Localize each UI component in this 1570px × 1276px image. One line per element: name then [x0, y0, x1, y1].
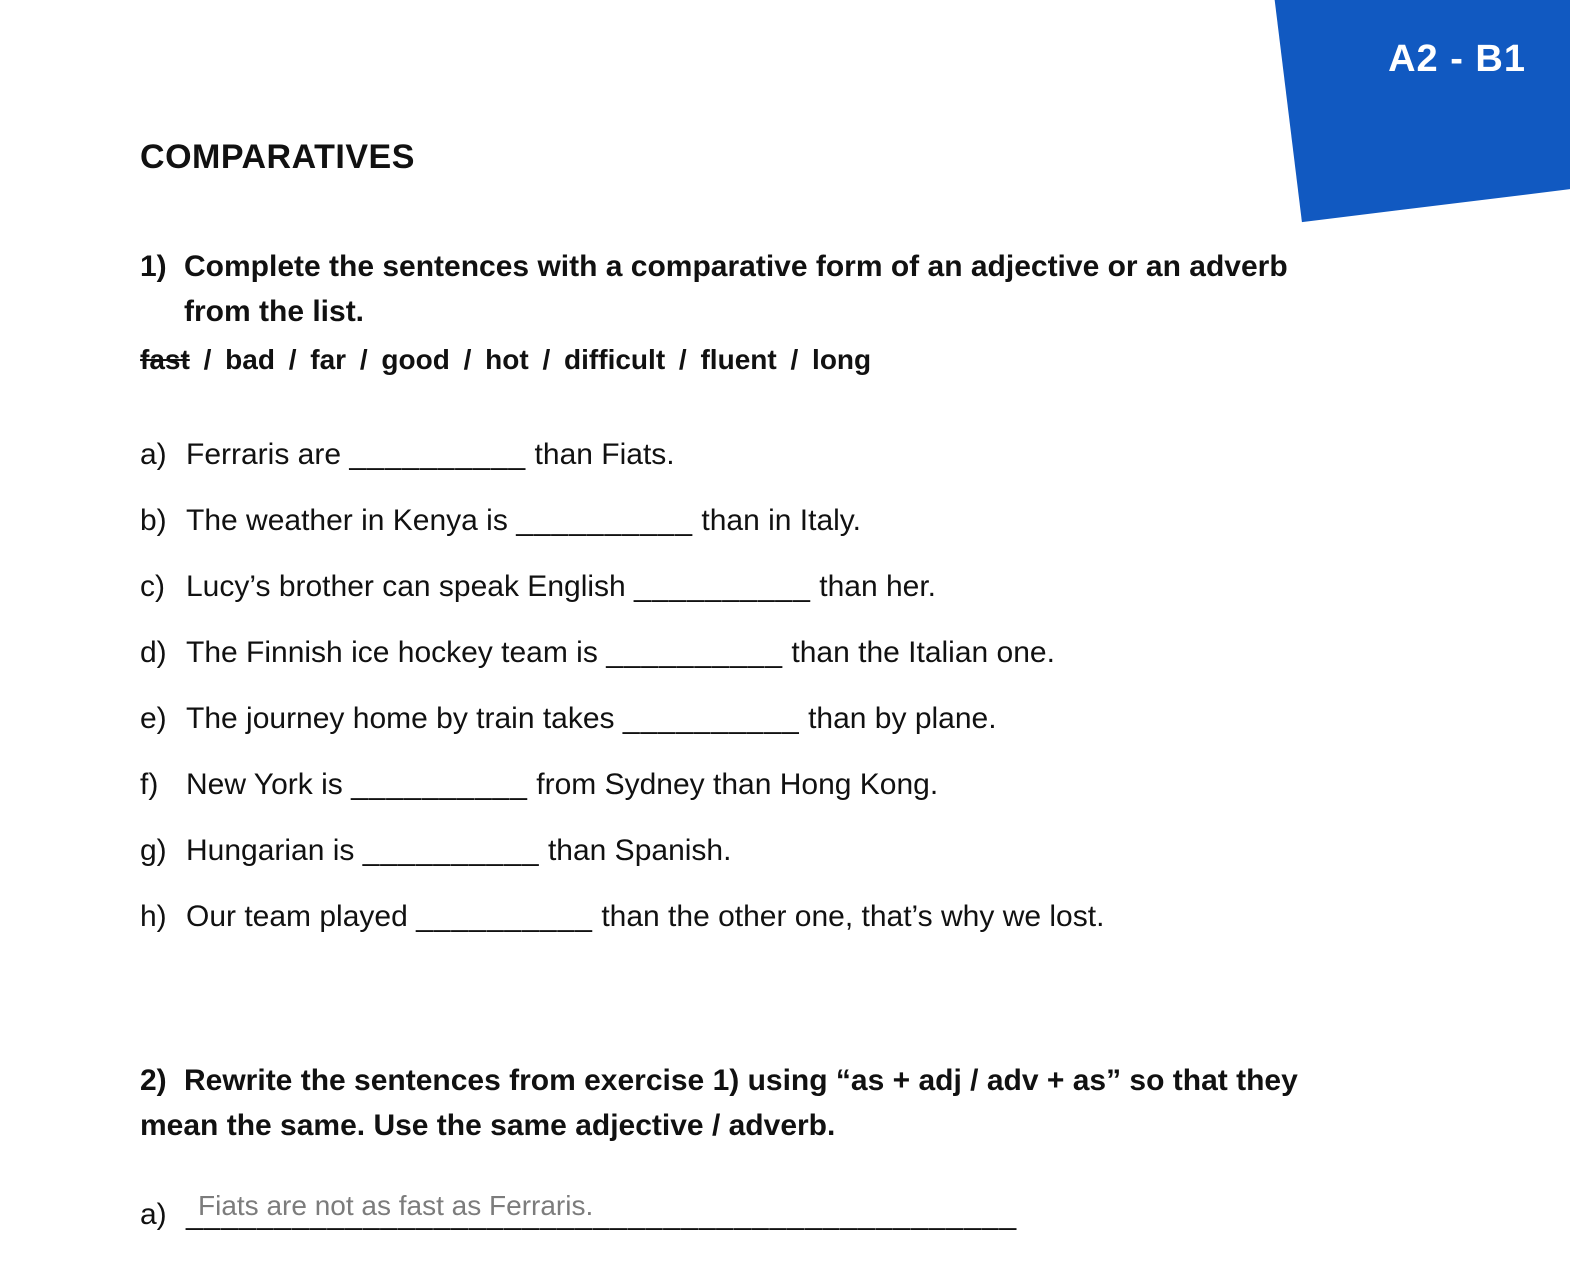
level-badge-text: A2 - B1 [1388, 38, 1526, 81]
item-letter: f) [140, 764, 186, 806]
title-rest: OMPARATIVES [165, 138, 415, 176]
item-blank: __________ [623, 702, 800, 735]
item-after: than in Italy. [693, 504, 861, 537]
item-before: Lucy’s brother can speak English [186, 570, 634, 603]
item-blank: __________ [634, 570, 811, 603]
wordbank: fast / bad / far / good / hot / difficul… [140, 344, 1410, 376]
wordbank-word: good [381, 344, 449, 375]
exercise2-number: 2) [140, 1058, 184, 1103]
wordbank-sep: / [198, 344, 218, 376]
item-letter: e) [140, 698, 186, 740]
exercise1-instruction: 1)Complete the sentences with a comparat… [140, 244, 1410, 334]
wordbank-word: hot [485, 344, 529, 375]
item-letter: a) [140, 434, 186, 476]
exercise1-number: 1) [140, 244, 184, 289]
wordbank-word: difficult [564, 344, 665, 375]
item-letter: g) [140, 830, 186, 872]
exercise1-item: b)The weather in Kenya is __________ tha… [140, 500, 1410, 542]
exercise2-instruction-line1: Rewrite the sentences from exercise 1) u… [184, 1064, 1298, 1097]
exercise1-item: f)New York is __________ from Sydney tha… [140, 764, 1410, 806]
wordbank-word: long [812, 344, 871, 375]
item-before: New York is [186, 768, 351, 801]
wordbank-word: bad [225, 344, 275, 375]
wordbank-sep: / [354, 344, 374, 376]
item-blank: __________ [351, 768, 528, 801]
exercise1-item: h)Our team played __________ than the ot… [140, 896, 1410, 938]
item-letter: b) [140, 500, 186, 542]
wordbank-sep: / [673, 344, 693, 376]
exercise1-instruction-line1: Complete the sentences with a comparativ… [184, 250, 1288, 283]
wordbank-sep: / [536, 344, 556, 376]
exercise1-items: a)Ferraris are __________ than Fiats. b)… [140, 434, 1410, 938]
item-after: than by plane. [800, 702, 997, 735]
wordbank-sep: / [458, 344, 478, 376]
title-first-letter: C [140, 138, 165, 176]
item-blank: __________ [349, 438, 526, 471]
exercise2-instruction: 2)Rewrite the sentences from exercise 1)… [140, 1058, 1410, 1148]
item-blank: __________ [363, 834, 540, 867]
wordbank-sep: / [784, 344, 804, 376]
item-blank: __________ [416, 900, 593, 933]
exercise2-instruction-line2: mean the same. Use the same adjective / … [140, 1109, 835, 1142]
sample-answer: Fiats are not as fast as Ferraris. [198, 1190, 593, 1222]
item-before: The weather in Kenya is [186, 504, 516, 537]
content-area: COMPARATIVES 1)Complete the sentences wi… [140, 140, 1410, 1232]
item-before: The Finnish ice hockey team is [186, 636, 606, 669]
exercise1-item: a)Ferraris are __________ than Fiats. [140, 434, 1410, 476]
exercise1-instruction-line2: from the list. [140, 289, 1410, 334]
item-after: from Sydney than Hong Kong. [528, 768, 938, 801]
item-before: Ferraris are [186, 438, 349, 471]
item-letter: a) [140, 1198, 186, 1232]
exercise1-item: e)The journey home by train takes ______… [140, 698, 1410, 740]
wordbank-sep: / [283, 344, 303, 376]
worksheet-page: A2 - B1 COMPARATIVES 1)Complete the sent… [0, 0, 1570, 1276]
wordbank-word: fluent [700, 344, 776, 375]
item-before: Our team played [186, 900, 416, 933]
item-before: Hungarian is [186, 834, 363, 867]
item-after: than the Italian one. [783, 636, 1055, 669]
wordbank-struck: fast [140, 344, 190, 375]
exercise1-item: d)The Finnish ice hockey team is _______… [140, 632, 1410, 674]
page-title: COMPARATIVES [140, 140, 1410, 174]
item-letter: c) [140, 566, 186, 608]
item-letter: d) [140, 632, 186, 674]
exercise1-item: c)Lucy’s brother can speak English _____… [140, 566, 1410, 608]
exercise-1: 1)Complete the sentences with a comparat… [140, 244, 1410, 938]
item-letter: h) [140, 896, 186, 938]
item-after: than her. [811, 570, 936, 603]
item-after: than the other one, that’s why we lost. [593, 900, 1104, 933]
item-blank: __________ [606, 636, 783, 669]
item-blank: __________ [516, 504, 693, 537]
item-before: The journey home by train takes [186, 702, 623, 735]
exercise2-item: a)______________________________________… [140, 1198, 1410, 1232]
exercise-2: 2)Rewrite the sentences from exercise 1)… [140, 1058, 1410, 1232]
exercise1-item: g)Hungarian is __________ than Spanish. [140, 830, 1410, 872]
wordbank-word: far [310, 344, 346, 375]
item-after: than Spanish. [540, 834, 732, 867]
item-after: than Fiats. [526, 438, 674, 471]
